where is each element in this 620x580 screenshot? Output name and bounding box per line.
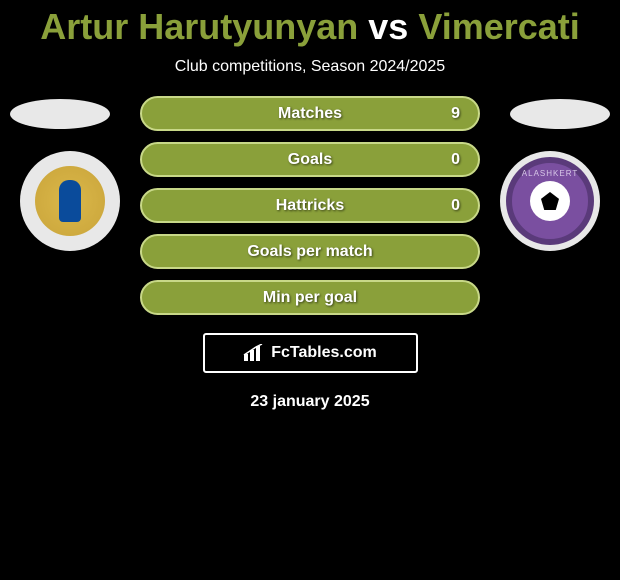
left-club-crest-icon — [35, 166, 105, 236]
chart-icon — [243, 344, 265, 362]
subtitle: Club competitions, Season 2024/2025 — [0, 58, 620, 76]
player2-name: Vimercati — [418, 6, 579, 47]
stats-list: Matches 9 Goals 0 Hattricks 0 Goals per … — [140, 96, 480, 315]
stat-label: Min per goal — [263, 289, 357, 307]
stat-label: Goals — [288, 151, 332, 169]
stat-row-min-per-goal: Min per goal — [140, 280, 480, 315]
left-player-marker — [10, 99, 110, 129]
stat-row-matches: Matches 9 — [140, 96, 480, 131]
brand-text: FcTables.com — [271, 344, 377, 362]
vs-text: vs — [368, 6, 408, 47]
stat-label: Matches — [278, 105, 342, 123]
stat-row-hattricks: Hattricks 0 — [140, 188, 480, 223]
stat-label: Hattricks — [276, 197, 344, 215]
left-club-badge — [20, 151, 120, 251]
stat-value: 9 — [451, 105, 460, 123]
player1-name: Artur Harutyunyan — [40, 6, 358, 47]
right-club-badge: ALASHKERT — [500, 151, 600, 251]
comparison-panel: ALASHKERT Matches 9 Goals 0 Hattricks 0 … — [0, 96, 620, 411]
right-club-label: ALASHKERT — [512, 169, 588, 178]
stat-label: Goals per match — [247, 243, 372, 261]
right-player-marker — [510, 99, 610, 129]
date-label: 23 january 2025 — [0, 393, 620, 411]
stat-row-goals: Goals 0 — [140, 142, 480, 177]
brand-box: FcTables.com — [203, 333, 418, 373]
right-club-crest-icon: ALASHKERT — [506, 157, 594, 245]
stat-value: 0 — [451, 151, 460, 169]
page-title: Artur Harutyunyan vs Vimercati — [0, 0, 620, 48]
stat-value: 0 — [451, 197, 460, 215]
stat-row-goals-per-match: Goals per match — [140, 234, 480, 269]
